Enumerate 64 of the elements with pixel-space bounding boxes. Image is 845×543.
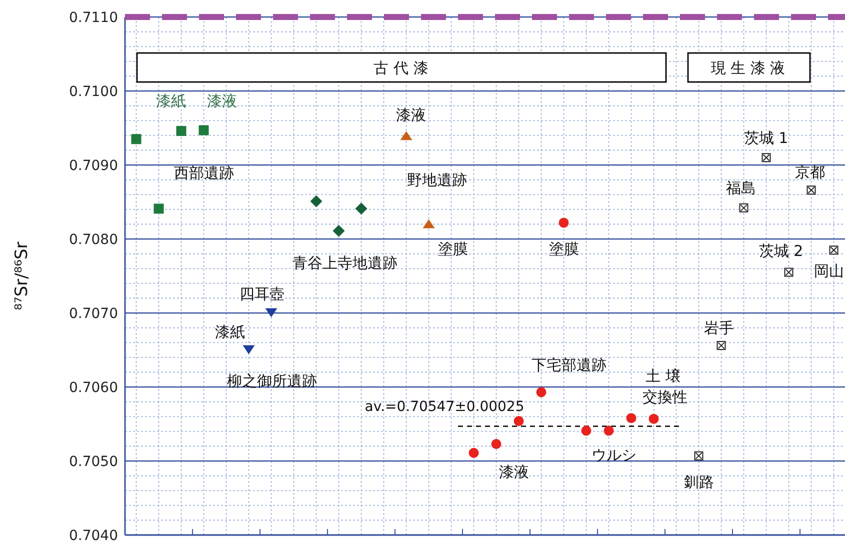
annotation: 茨城 1 xyxy=(744,129,788,147)
annotation: 野地遺跡 xyxy=(407,171,467,189)
point xyxy=(829,246,838,255)
annotation: 漆紙 xyxy=(156,92,186,110)
point xyxy=(762,153,771,162)
point xyxy=(332,224,345,237)
annotation: 京都 xyxy=(795,163,825,181)
annotation: 古 代 漆 xyxy=(136,52,667,83)
annotation: 交換性 xyxy=(642,388,688,406)
point xyxy=(154,204,164,214)
point xyxy=(422,219,435,228)
annotation: 漆紙 xyxy=(215,323,245,341)
y-tick-label: 0.7050 xyxy=(69,454,118,470)
annotation: 塗膜 xyxy=(438,240,468,258)
annotation: 現 生 漆 液 xyxy=(710,59,786,77)
annotation: 漆液 xyxy=(207,92,237,110)
point xyxy=(694,451,704,460)
annotation: 岩手 xyxy=(704,319,734,337)
point xyxy=(626,413,636,424)
y-tick-label: 0.7100 xyxy=(69,84,118,100)
point xyxy=(558,218,569,228)
point xyxy=(468,448,479,458)
annotation: 現 生 漆 液 xyxy=(687,52,811,83)
point xyxy=(242,345,255,354)
point xyxy=(400,131,412,140)
point xyxy=(806,186,816,195)
annotation: 柳之御所遺跡 xyxy=(227,372,317,390)
point xyxy=(784,268,794,277)
y-tick-label: 0.7090 xyxy=(69,158,118,174)
annotation: 釧路 xyxy=(684,473,714,491)
y-tick-label: 0.7040 xyxy=(69,528,118,543)
annotation: 土 壌 xyxy=(646,367,680,385)
annotation: 岡山 xyxy=(814,262,844,280)
annotation: 塗膜 xyxy=(549,240,579,258)
annotation: 漆液 xyxy=(396,106,426,124)
point xyxy=(176,126,186,136)
annotation: 西部遺跡 xyxy=(174,164,234,182)
point xyxy=(604,426,614,436)
annotation: ウルシ xyxy=(592,446,636,464)
y-tick-label: 0.7070 xyxy=(69,306,118,322)
point xyxy=(536,387,546,398)
point xyxy=(131,134,142,144)
point xyxy=(355,202,368,215)
annotation: 四耳壺 xyxy=(240,285,284,303)
point xyxy=(514,416,524,426)
y-tick-label: 0.7080 xyxy=(69,232,118,248)
point xyxy=(265,308,278,318)
ref-line-label: av.=0.70547±0.00025 xyxy=(364,399,524,416)
y-axis-title: ⁸⁷Sr/⁸⁶Sr xyxy=(12,242,32,310)
point xyxy=(716,341,726,350)
annotation: 福島 xyxy=(726,179,756,197)
point xyxy=(310,195,322,208)
annotation: 下宅部遺跡 xyxy=(532,356,606,374)
point xyxy=(581,426,592,436)
point xyxy=(739,203,748,212)
annotation: 茨城 2 xyxy=(758,242,804,260)
y-tick-label: 0.7060 xyxy=(69,380,118,396)
y-tick-label: 0.7110 xyxy=(69,10,118,26)
annotation: 古 代 漆 xyxy=(374,59,428,77)
point xyxy=(491,438,502,449)
point xyxy=(648,414,659,424)
point xyxy=(198,125,209,136)
annotation: 青谷上寺地遺跡 xyxy=(292,254,398,272)
annotation: 漆液 xyxy=(499,463,529,481)
